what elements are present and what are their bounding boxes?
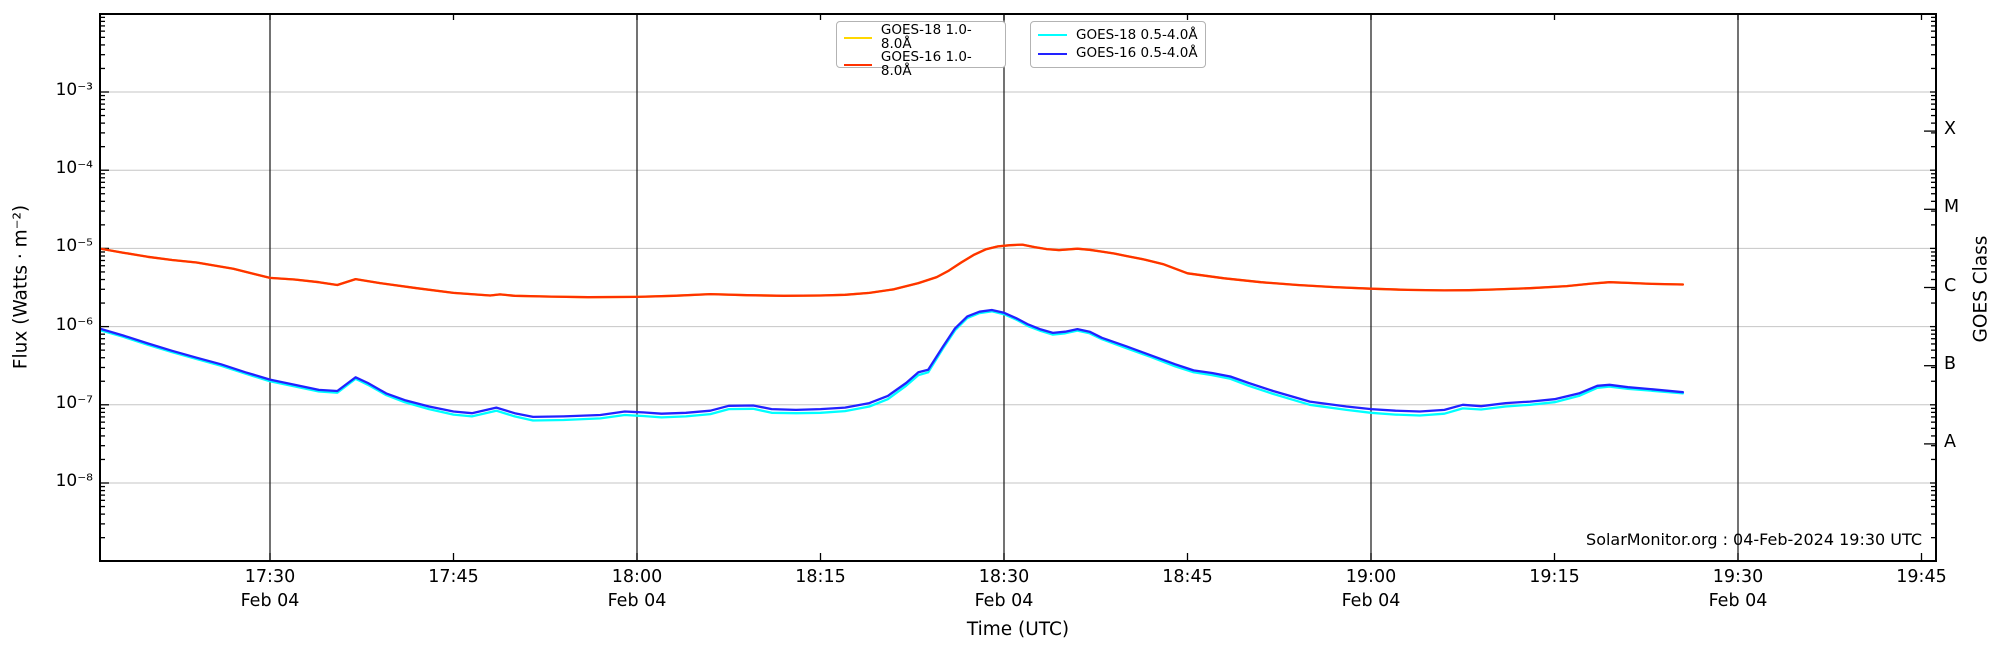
series-lines [100, 243, 1685, 422]
x-tick-date-label: Feb 04 [1341, 591, 1401, 611]
x-tick-date-label: Feb 04 [974, 591, 1034, 611]
x-tick-date-label: Feb 04 [607, 591, 667, 611]
x-tick-label-1745: 17:45 [428, 567, 479, 587]
horizontal-gridlines [100, 91, 1936, 484]
goes-class-letter-m: M [1944, 197, 1960, 218]
legend-line-swatch-goes16_short [1038, 52, 1067, 55]
series-goes16_long-line [100, 243, 1685, 299]
series-goes16_short-line [100, 308, 1685, 419]
y-axis-title: Flux (Watts · m⁻²) [10, 204, 32, 370]
legend-entry-goes18_long: GOES-18 1.0-8.0Å [844, 22, 998, 52]
x-tick-label-1945: 19:45 [1896, 567, 1947, 587]
legend-label: GOES-16 0.5-4.0Å [1076, 44, 1198, 61]
x-tick-date-label: Feb 04 [240, 591, 300, 611]
goes-class-letter-x: X [1944, 119, 1956, 140]
legend-label: GOES-18 1.0-8.0Å [880, 22, 972, 52]
x-tick-label-1845: 18:45 [1162, 567, 1213, 587]
legend-label: GOES-18 0.5-4.0Å [1076, 26, 1198, 43]
y-tick-label-1e-7: 10⁻⁷ [55, 392, 93, 413]
x-tick-label-1815: 18:15 [795, 567, 846, 587]
x-tick-label-1915: 19:15 [1529, 567, 1580, 587]
y-tick-label-1e-8: 10⁻⁸ [55, 471, 93, 491]
goes-class-letter-a: A [1944, 431, 1956, 452]
axis-ticks [100, 14, 1936, 561]
series-goes18_short-line [100, 310, 1685, 422]
y-tick-label-1e-3: 10⁻³ [55, 80, 93, 100]
legend-label: GOES-16 1.0-8.0Å [880, 49, 972, 79]
legend-entry-goes16_long: GOES-16 1.0-8.0Å [844, 49, 998, 79]
x-tick-date-label: Feb 04 [1708, 591, 1768, 611]
x-axis-title: Time (UTC) [966, 619, 1070, 640]
legend-entry-goes16_short: GOES-16 0.5-4.0Å [1038, 44, 1198, 61]
legend-box-1: GOES-18 1.0-8.0Å GOES-16 1.0-8.0Å [836, 21, 1006, 77]
x-tick-label-1900: 19:00 [1345, 567, 1397, 587]
x-tick-label-1830: 18:30 [978, 567, 1030, 587]
watermark-text: SolarMonitor.org : 04-Feb-2024 19:30 UTC [1586, 530, 1922, 549]
goes-class-letter-b: B [1944, 353, 1957, 374]
x-tick-label-1800: 18:00 [611, 567, 663, 587]
legend-line-swatch-goes18_long [844, 36, 872, 39]
x-tick-label-1730: 17:30 [244, 567, 296, 587]
legend-line-swatch-goes16_long [844, 63, 872, 66]
plot-border [99, 13, 1937, 562]
goes-class-axis-title: GOES Class [1970, 235, 1992, 343]
legend-entry-goes18_short: GOES-18 0.5-4.0Å [1038, 26, 1198, 43]
vertical-gridlines [269, 14, 1739, 561]
x-tick-label-1930: 19:30 [1712, 567, 1764, 587]
y-tick-label-1e-6: 10⁻⁶ [55, 314, 93, 335]
legend-box-2: GOES-18 0.5-4.0Å GOES-16 0.5-4.0Å [1030, 21, 1206, 68]
goes-class-letter-c: C [1944, 275, 1957, 296]
y-tick-label-1e-5: 10⁻⁵ [55, 236, 93, 257]
legend-line-swatch-goes18_short [1038, 34, 1067, 37]
y-tick-label-1e-4: 10⁻⁴ [55, 158, 93, 179]
